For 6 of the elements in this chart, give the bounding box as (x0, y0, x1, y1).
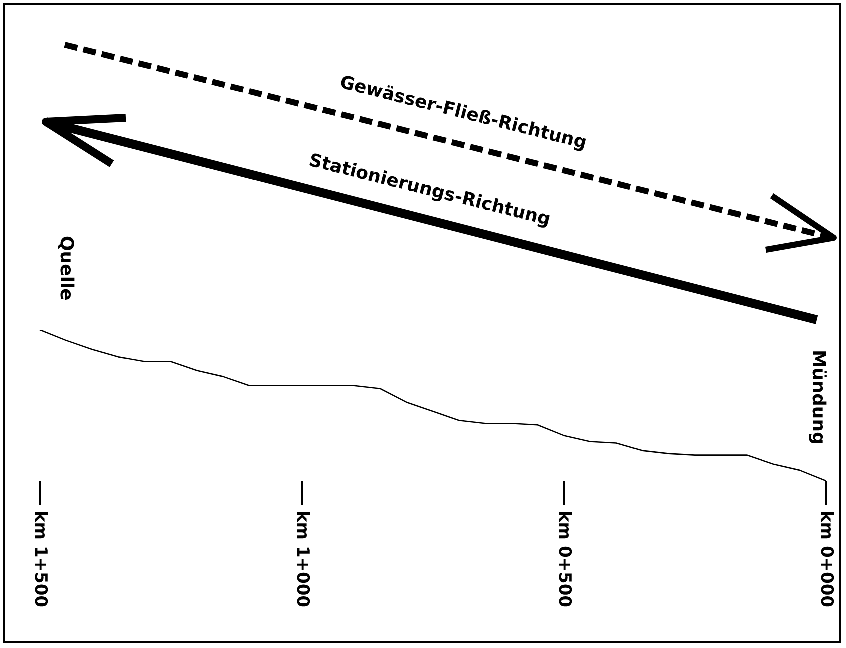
text: Quelle (56, 236, 77, 301)
x-tick-label: km 0+500 (554, 511, 575, 608)
annotation: Mündung (808, 350, 829, 445)
x-tick-label: km 1+000 (292, 511, 313, 608)
x-tick-label: km 0+000 (816, 511, 837, 608)
x-tick-label: km 1+500 (30, 511, 51, 608)
